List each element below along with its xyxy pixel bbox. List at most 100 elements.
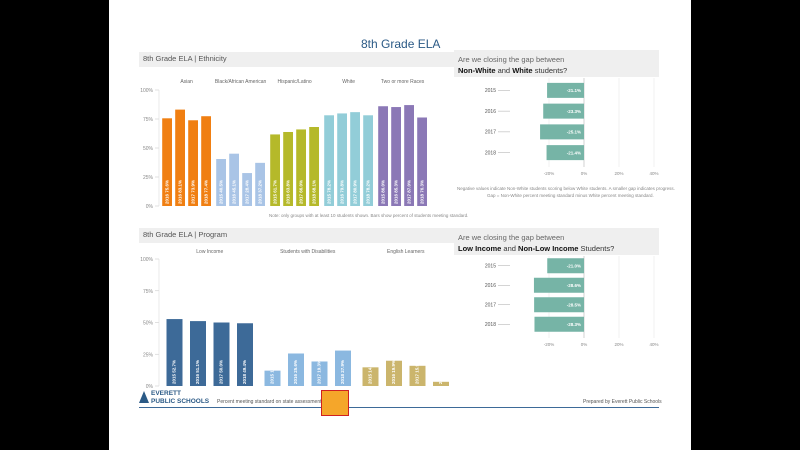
bar — [335, 350, 351, 386]
bar — [324, 115, 334, 206]
gap-year-label: 2016 — [485, 283, 496, 289]
bar-year-label: 2016 51.1% — [195, 360, 200, 384]
bar — [216, 159, 226, 206]
bar-year-label: 2017 50.0% — [219, 360, 224, 384]
y-tick-label: 100% — [140, 88, 153, 94]
logo-line2: PUBLIC SCHOOLS — [151, 398, 210, 405]
gap-year-label: 2015 — [485, 264, 496, 270]
group-label: Hispanic/Latino — [278, 79, 312, 85]
gap-white-tail: students? — [532, 66, 568, 75]
bar — [350, 112, 360, 206]
gap-white-and: and — [495, 66, 513, 75]
bar — [283, 131, 293, 206]
program-chart: 0% 25% 50% 75% 100% 2015 52.7% 2016 51.1% 2017 … — [140, 249, 449, 390]
x-tick-label: 40% — [649, 342, 658, 347]
gap-bar — [533, 277, 584, 293]
bar-year-label: 2017 80.9% — [352, 180, 357, 204]
gap-bar — [547, 82, 584, 98]
gap-year-label: 2017 — [485, 303, 496, 309]
bar-year-label: 2017 19.3% — [317, 360, 322, 384]
gap-year-label: 2018 — [485, 322, 496, 328]
footer-divider — [139, 407, 659, 408]
y-tick-label: 0% — [146, 204, 154, 210]
bar-year-label: 2015 61.7% — [272, 180, 277, 204]
program-panel-header: 8th Grade ELA | Program — [139, 228, 454, 243]
bar — [190, 321, 206, 386]
ethnicity-panel-header: 8th Grade ELA | Ethnicity — [139, 52, 454, 67]
bar — [255, 162, 265, 206]
bar-year-label: 2016 45.1% — [231, 180, 236, 204]
bar — [404, 105, 414, 206]
bar — [166, 319, 183, 386]
bar — [296, 129, 306, 206]
bar-year-label: 2015 52.7% — [172, 360, 177, 384]
bar-year-label: 2016 19.9% — [391, 360, 396, 384]
bar — [391, 107, 401, 206]
gap-bar — [547, 258, 584, 274]
gap-white-note-1: Negative values indicate Non-White stude… — [457, 186, 675, 191]
group-label: Two or more Races — [381, 79, 425, 85]
gap-income-group1: Low Income — [458, 244, 502, 253]
bar — [229, 153, 239, 206]
bar — [417, 117, 427, 206]
gap-income-group2: Non-Low Income — [518, 244, 579, 253]
highlight-box — [321, 390, 349, 416]
gap-bar — [540, 124, 584, 140]
y-tick-label: 25% — [143, 175, 154, 181]
bar-year-label: 2017 28.4% — [244, 180, 249, 204]
bar — [213, 322, 230, 386]
gap-white-note-2: Gap = Non-White percent meeting standard… — [487, 193, 654, 198]
bar — [386, 360, 402, 386]
y-tick-label: 25% — [143, 352, 154, 358]
gap-bar — [534, 316, 584, 332]
gap-value-label: -21.4% — [567, 150, 581, 155]
x-tick-label: -20% — [544, 171, 555, 176]
footer-caption: Percent meeting standard on state assess… — [217, 399, 322, 405]
bar-year-label: 2016 25.6% — [293, 360, 298, 384]
y-tick-label: 75% — [143, 117, 154, 123]
bar-year-label: 2018 37.2% — [257, 180, 262, 204]
bar — [362, 367, 379, 386]
ethnicity-chart: 0% 25% 50% 75% 100% 2016 75.6% 2016 83.1% 2017 … — [140, 79, 427, 210]
gap-value-label: -23.3% — [567, 109, 581, 114]
bar — [363, 115, 373, 206]
gap-bar — [543, 103, 584, 119]
bar — [409, 365, 426, 386]
gap-income-question-line1: Are we closing the gap between — [458, 233, 565, 242]
ethnicity-panel-title: 8th Grade ELA | Ethnicity — [143, 54, 227, 63]
footer-credit: Prepared by Everett Public Schools — [583, 399, 662, 405]
bar-year-label: 2017 66.0% — [298, 180, 303, 204]
bar — [337, 113, 347, 206]
bar — [175, 109, 185, 206]
bar-year-label: 2018 78.2% — [365, 180, 370, 204]
bar-year-label: 2016 83.1% — [177, 180, 182, 204]
gap-income-question: Are we closing the gap between Low Incom… — [454, 228, 659, 255]
bar-year-label: 2018 49.4% — [242, 360, 247, 384]
x-tick-label: 0% — [581, 171, 588, 176]
slide: 8th Grade ELA 8th Grade ELA | Ethnicity … — [109, 0, 691, 450]
bar-year-label: 2018 76.3% — [419, 180, 424, 204]
bar — [270, 134, 280, 206]
x-tick-label: 40% — [649, 171, 658, 176]
bar-year-label: 2017 73.9% — [190, 180, 195, 204]
gap-bar — [546, 145, 584, 161]
bar — [162, 118, 172, 206]
x-tick-label: 0% — [581, 342, 588, 347]
bar-year-label: 2015 86.0% — [380, 180, 385, 204]
gap-value-label: -21.1% — [567, 88, 581, 93]
y-tick-label: 0% — [146, 384, 154, 390]
gap-value-label: -28.6% — [567, 283, 581, 288]
bar-year-label: 2016 85.3% — [393, 180, 398, 204]
bar — [288, 353, 304, 386]
bar-year-label: 2015 12.1% — [270, 360, 275, 384]
gap-white-question-line2: Non-White and White students? — [458, 66, 567, 75]
group-label: Asian — [180, 79, 193, 85]
bar — [237, 323, 253, 386]
gap-white-question: Are we closing the gap between Non-White… — [454, 50, 659, 77]
bar — [309, 127, 319, 206]
gap-income-tail: Students? — [578, 244, 615, 253]
bar — [242, 173, 252, 206]
gap-income-chart: -20% 0% 20% 40% -21.0% 2015 -28.6% 2016 -28.5% 20… — [485, 256, 659, 347]
bar-year-label: 2018 27.9% — [340, 360, 345, 384]
group-label: English Learners — [387, 249, 425, 255]
